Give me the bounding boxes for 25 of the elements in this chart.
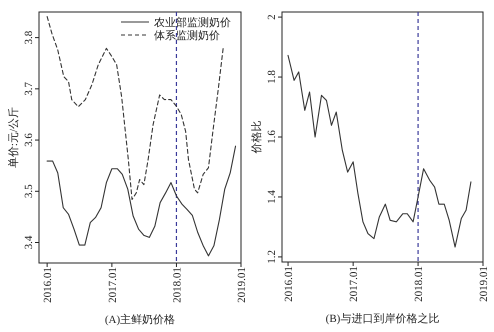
y-tick-label: 1.6: [266, 130, 278, 144]
y-tick-label: 3.6: [23, 132, 35, 147]
x-tick-label: 2019.01: [478, 266, 490, 302]
y-tick-label: 2: [266, 14, 278, 20]
y-tick-label: 3.8: [23, 30, 35, 44]
y-tick-label: 3.5: [23, 184, 35, 198]
y-tick-label: 3.7: [23, 81, 35, 96]
x-tick-label: 2017.01: [106, 267, 119, 303]
x-axis-title: (A)主鲜奶价格: [104, 313, 176, 326]
y-axis-title: 价格比: [250, 120, 263, 154]
x-tick-label: 2016.01: [42, 267, 54, 303]
y-tick-label: 1.8: [266, 70, 278, 84]
y-tick-label: 3.4: [23, 235, 35, 250]
y-tick-label: 1.2: [266, 250, 278, 264]
line-series: [288, 54, 472, 248]
y-axis-title: 单价:元/公斤: [7, 106, 20, 168]
legend-label: 农业部监测奶价: [154, 16, 231, 29]
legend-label: 体系监测奶价: [154, 29, 220, 42]
x-tick-label: 2018.01: [413, 266, 426, 302]
x-tick-label: 2016.01: [283, 266, 296, 302]
x-axis-title: (B)与进口到岸价格之比: [326, 312, 440, 325]
x-tick-label: 2017.01: [348, 266, 360, 302]
x-tick-label: 2019.01: [236, 267, 248, 303]
y-tick-label: 1.4: [266, 190, 278, 204]
x-tick-label: 2018.01: [171, 267, 184, 303]
